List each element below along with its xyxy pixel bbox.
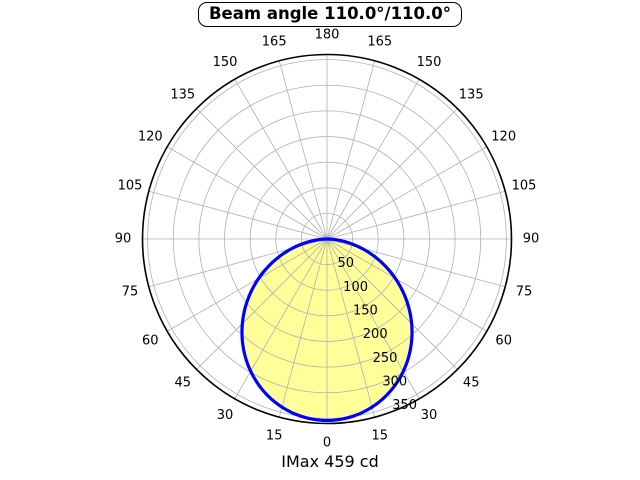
imax-label: IMax 459 cd: [281, 452, 379, 471]
grid-spoke: [326, 190, 506, 240]
grid-spoke: [234, 79, 328, 240]
grid-spoke: [278, 60, 328, 240]
grid-ring: [300, 212, 354, 266]
grid-spoke: [326, 60, 376, 240]
angle-tick-label: 75: [122, 284, 139, 299]
angle-tick-label: 165: [367, 35, 392, 50]
angle-tick-label: 75: [516, 284, 533, 299]
angle-tick-label: 120: [491, 130, 516, 145]
grid-spoke: [167, 146, 328, 240]
grid-spoke: [148, 190, 328, 240]
angle-tick-label: 135: [459, 87, 484, 102]
angle-tick-label: 165: [262, 35, 287, 50]
angle-tick-label: 60: [495, 334, 512, 349]
angle-tick-label: 15: [266, 429, 283, 444]
chart-title: Beam angle 110.0°/110.0°: [197, 2, 463, 27]
grid-spoke: [196, 108, 328, 240]
grid-spoke: [326, 79, 420, 240]
angle-tick-label: 90: [523, 232, 540, 247]
grid-spoke: [326, 146, 487, 240]
beam-curve: [240, 237, 414, 423]
grid-ring: [275, 187, 379, 291]
angle-tick-label: 30: [217, 408, 234, 423]
radial-tick-label: 300: [382, 375, 407, 390]
angle-tick-label: 150: [417, 55, 442, 70]
grid-ring: [224, 136, 430, 342]
grid-ring: [172, 84, 482, 394]
radial-tick-label: 200: [363, 327, 388, 342]
angle-tick-label: 150: [213, 55, 238, 70]
grid-spoke: [326, 108, 458, 240]
grid-ring: [198, 110, 456, 368]
angle-tick-label: 30: [421, 408, 438, 423]
angle-tick-label: 0: [323, 436, 331, 451]
radial-tick-label: 250: [373, 351, 398, 366]
radial-tick-label: 50: [338, 256, 355, 271]
radial-tick-label: 350: [392, 398, 417, 413]
angle-tick-label: 15: [372, 429, 389, 444]
angle-tick-label: 45: [175, 376, 192, 391]
radial-tick-label: 100: [343, 280, 368, 295]
angle-tick-label: 60: [142, 334, 159, 349]
angle-tick-label: 105: [512, 179, 537, 194]
polar-spine: [141, 53, 513, 425]
angle-tick-label: 90: [115, 232, 132, 247]
angle-tick-label: 135: [170, 87, 195, 102]
grid-ring: [249, 161, 405, 317]
radial-tick-label: 150: [353, 304, 378, 319]
angle-tick-label: 45: [463, 376, 480, 391]
angle-tick-label: 105: [118, 179, 143, 194]
grid-ring: [147, 59, 507, 419]
angle-tick-label: 180: [315, 28, 340, 43]
angle-tick-label: 120: [138, 130, 163, 145]
